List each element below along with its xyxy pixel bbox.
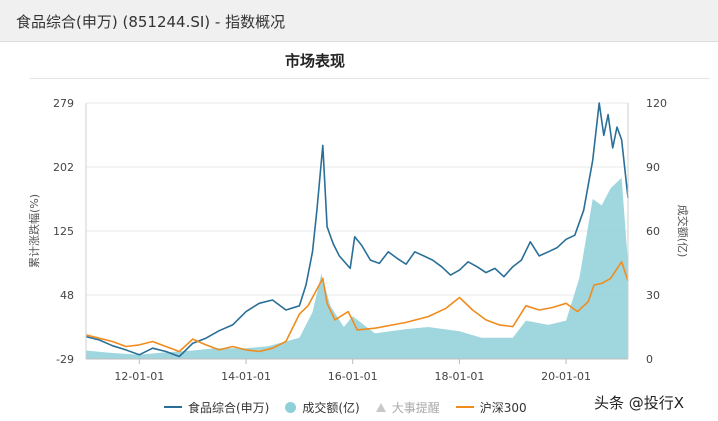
legend-label: 食品综合(申万) (188, 400, 270, 415)
chart-legend: 食品综合(申万) 成交额(亿) 大事提醒 沪深300 (164, 398, 543, 416)
legend-label: 沪深300 (479, 400, 527, 415)
y-right-tick-label: 0 (646, 353, 653, 366)
legend-triangle-icon (375, 402, 386, 412)
y-right-axis-title: 成交额(亿) (676, 205, 690, 258)
y-right-tick-label: 30 (646, 289, 660, 302)
legend-line-icon (455, 406, 474, 408)
y-left-tick-label: 125 (53, 225, 74, 238)
page-header: 食品综合(申万) (851244.SI) - 指数概况 (0, 0, 718, 42)
y-left-tick-label: 48 (60, 289, 74, 302)
x-tick-label: 18-01-01 (434, 370, 484, 383)
x-tick-label: 12-01-01 (114, 370, 164, 383)
legend-item-turnover[interactable]: 成交额(亿) (285, 399, 360, 416)
legend-item-index[interactable]: 食品综合(申万) (164, 399, 269, 416)
y-left-tick-label: -29 (56, 353, 74, 366)
y-right-tick-label: 120 (646, 97, 667, 110)
section-title: 市场表现 (284, 52, 345, 70)
legend-item-events[interactable]: 大事提醒 (375, 399, 440, 416)
y-left-axis-title: 累计涨跌幅(%) (27, 194, 41, 268)
legend-line-icon (164, 406, 182, 408)
legend-label: 成交额(亿) (302, 400, 360, 415)
legend-dot-icon (285, 401, 297, 413)
series-line-hs300 (85, 260, 629, 353)
header-title: 食品综合(申万) (851244.SI) - 指数概况 (16, 13, 286, 31)
watermark: 头条 @投行X (594, 394, 685, 412)
legend-item-hs300[interactable]: 沪深300 (455, 399, 527, 416)
legend-label: 大事提醒 (391, 400, 440, 415)
y-right-tick-label: 90 (646, 161, 660, 174)
y-left-tick-label: 279 (53, 97, 74, 110)
x-tick-label: 16-01-01 (328, 370, 378, 383)
y-left-tick-label: 202 (53, 161, 74, 174)
y-right-tick-label: 60 (646, 225, 660, 238)
divider (30, 78, 710, 79)
series-line-food-index (85, 102, 629, 358)
series-area-turnover (86, 177, 628, 359)
x-tick-label: 14-01-01 (221, 370, 271, 383)
x-tick-label: 20-01-01 (541, 370, 591, 383)
